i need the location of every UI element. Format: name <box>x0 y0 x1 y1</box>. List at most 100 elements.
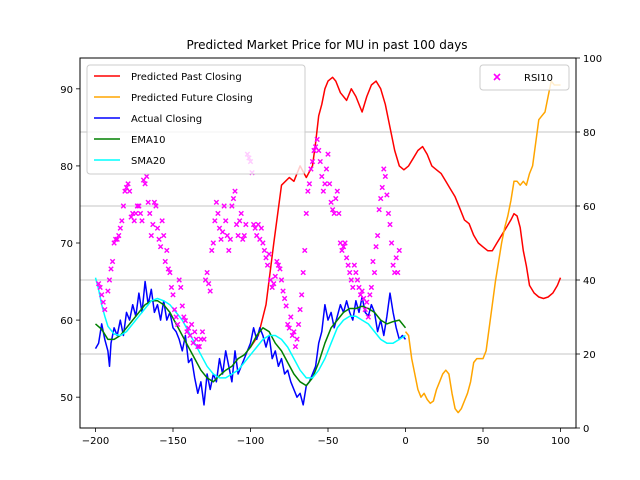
rsi-point <box>264 262 271 268</box>
rsi-point <box>97 284 103 291</box>
rsi-point <box>170 292 176 298</box>
rsi-point <box>179 303 185 309</box>
rsi-point <box>322 181 328 187</box>
rsi-point <box>379 184 385 191</box>
x-tick-label: −50 <box>317 436 338 447</box>
rsi-point <box>308 166 314 172</box>
rsi-point <box>258 225 265 231</box>
rsi-point <box>395 269 401 276</box>
series-layer <box>94 76 562 414</box>
rsi-point <box>142 181 148 187</box>
rsi-point <box>161 232 167 239</box>
rsi-point <box>109 258 116 265</box>
x-tick-label: −150 <box>159 436 186 447</box>
rsi-point <box>384 192 390 198</box>
rsi-point <box>195 343 201 350</box>
rsi-point <box>373 244 379 250</box>
rsi-point <box>393 255 399 261</box>
rsi-point <box>351 262 358 268</box>
rsi-point <box>297 306 303 313</box>
rsi-point <box>396 247 402 254</box>
rsi-point <box>323 166 330 172</box>
rsi-point <box>147 210 153 217</box>
rsi-point <box>151 199 158 205</box>
rsi-point <box>385 210 392 217</box>
rsi-point <box>154 225 161 231</box>
rsi-point <box>382 173 389 180</box>
rsi-point <box>306 181 313 187</box>
rsi-point <box>153 203 159 209</box>
rsi-point <box>143 173 150 180</box>
rsi-point <box>283 303 289 309</box>
rsi-point <box>320 188 327 194</box>
series-line-ema10 <box>95 300 407 387</box>
rsi-point <box>100 299 106 305</box>
rsi-point <box>334 188 340 194</box>
rsi-point <box>116 232 122 239</box>
rsi-point <box>156 236 162 242</box>
y-tick-label: 60 <box>60 316 73 327</box>
rsi-point <box>232 188 238 194</box>
rsi-point <box>319 173 325 180</box>
rsi-point <box>178 284 184 291</box>
rsi-point <box>117 225 123 231</box>
rsi-point <box>213 199 220 205</box>
rsi-point <box>342 240 348 246</box>
rsi-point <box>336 210 342 217</box>
rsi-point <box>347 269 353 276</box>
rsi-point <box>145 199 151 205</box>
rsi-point <box>309 158 316 165</box>
rsi-point <box>378 195 384 202</box>
y-axis-left: 50 60 70 80 90 <box>60 85 80 404</box>
rsi-point <box>388 240 395 246</box>
rsi-point <box>122 188 128 194</box>
rsi-point <box>176 277 182 283</box>
rsi-point <box>174 321 181 328</box>
legend-right: RSI10 <box>479 64 570 91</box>
rsi-point <box>181 314 187 320</box>
rsi-point <box>108 266 114 272</box>
rsi-point <box>275 262 282 268</box>
y2-tick-label: 80 <box>583 128 596 139</box>
rsi-point <box>167 269 173 276</box>
rsi-point <box>165 266 172 272</box>
rsi-point <box>221 203 227 209</box>
rsi-point <box>204 269 210 276</box>
rsi-point <box>182 318 189 324</box>
rsi-point <box>243 221 249 228</box>
series-rsi10 <box>95 136 402 350</box>
rsi-point <box>102 306 108 313</box>
y2-tick-label: 0 <box>583 424 589 435</box>
rsi-point <box>288 314 294 320</box>
rsi-point <box>298 292 305 298</box>
rsi-point <box>236 218 243 224</box>
rsi-point <box>370 258 376 265</box>
series-line-predicted-future-closing <box>404 80 561 414</box>
y2-tick-label: 40 <box>583 276 596 287</box>
rsi-point <box>126 188 133 194</box>
rsi-point <box>196 343 203 350</box>
rsi-point <box>250 221 257 228</box>
rsi-point <box>365 314 371 320</box>
rsi-point <box>359 288 365 294</box>
rsi-point <box>168 284 175 291</box>
rsi-point <box>241 232 247 239</box>
rsi-point <box>171 306 178 313</box>
x-tick-label: 50 <box>477 436 490 447</box>
rsi-point <box>292 343 299 350</box>
rsi-point <box>314 136 320 143</box>
rsi-point <box>114 236 120 242</box>
rsi-point <box>99 292 105 298</box>
rsi-point <box>353 269 359 276</box>
rsi-point <box>136 203 142 209</box>
rsi-point <box>348 277 354 283</box>
rsi-point <box>199 329 206 335</box>
y-tick-label: 90 <box>60 85 73 96</box>
rsi-point <box>305 188 311 194</box>
rsi-point <box>281 295 288 302</box>
rsi-point <box>133 210 139 217</box>
rsi-point <box>354 277 361 283</box>
rsi-point <box>285 321 291 328</box>
rsi-point <box>317 158 323 165</box>
rsi-point <box>362 306 368 313</box>
